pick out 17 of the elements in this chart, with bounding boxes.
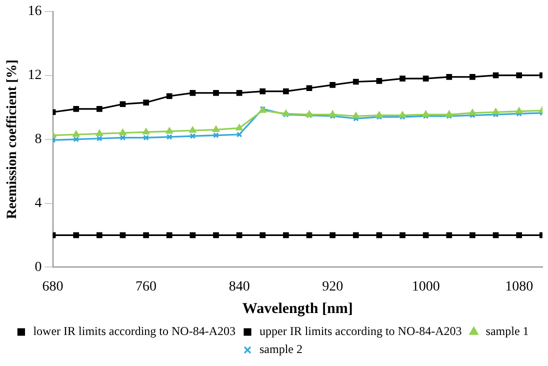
x-tick-label: 680 — [42, 279, 64, 294]
y-tick-label: 8 — [34, 132, 42, 147]
x-tick-label: 760 — [136, 279, 157, 294]
x-tick-label: 1000 — [412, 279, 440, 294]
legend-label: lower IR limits according to NO-84-A203 — [33, 324, 236, 338]
y-axis-title: Reemission coefficient [%] — [5, 60, 20, 220]
y-tick-label: 12 — [28, 68, 42, 84]
legend-label: upper IR limits according to NO-84-A203 — [260, 324, 462, 338]
y-tick-label: 16 — [28, 4, 42, 20]
legend-label: sample 1 — [486, 324, 529, 338]
x-axis-title: Wavelength [nm] — [242, 300, 353, 317]
y-tick-label: 0 — [34, 260, 42, 275]
x-tick-label: 920 — [322, 279, 344, 294]
y-tick-label: 4 — [34, 196, 42, 211]
x-tick-label: 1080 — [505, 279, 534, 294]
legend-label: sample 2 — [260, 342, 303, 356]
x-tick-label: 840 — [228, 279, 250, 294]
